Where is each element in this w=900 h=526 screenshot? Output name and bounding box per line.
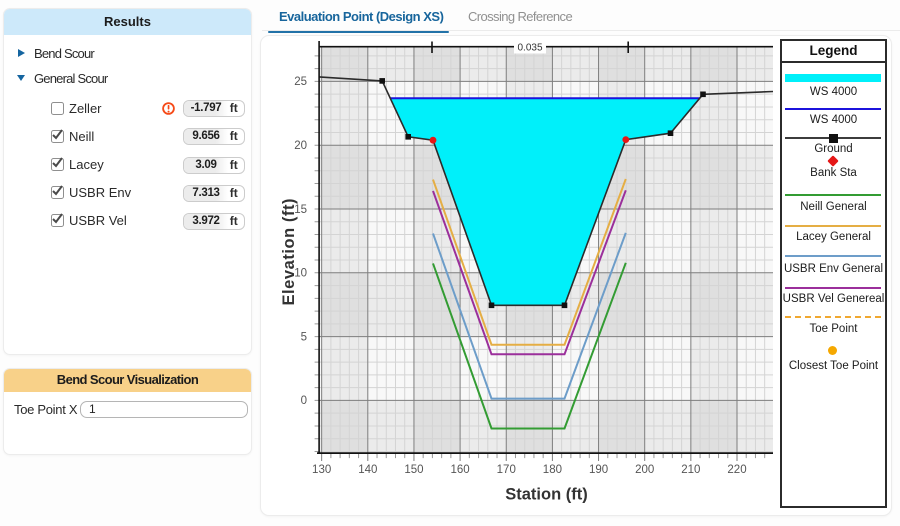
- svg-text:140: 140: [358, 464, 377, 476]
- svg-text:10: 10: [294, 268, 307, 280]
- svg-text:220: 220: [727, 464, 746, 476]
- svg-text:200: 200: [635, 464, 654, 476]
- svg-text:130: 130: [312, 464, 331, 476]
- svg-text:160: 160: [450, 464, 469, 476]
- svg-text:25: 25: [294, 76, 307, 88]
- svg-text:150: 150: [404, 464, 423, 476]
- svg-text:5: 5: [300, 331, 306, 343]
- svg-text:0: 0: [300, 395, 306, 407]
- svg-text:15: 15: [294, 204, 307, 216]
- svg-text:20: 20: [294, 140, 307, 152]
- svg-text:180: 180: [542, 464, 561, 476]
- svg-text:210: 210: [681, 464, 700, 476]
- svg-text:Station (ft): Station (ft): [505, 486, 587, 504]
- svg-text:0.035: 0.035: [517, 42, 542, 53]
- svg-text:170: 170: [496, 464, 515, 476]
- svg-text:Elevation (ft): Elevation (ft): [280, 198, 298, 306]
- svg-text:190: 190: [588, 464, 607, 476]
